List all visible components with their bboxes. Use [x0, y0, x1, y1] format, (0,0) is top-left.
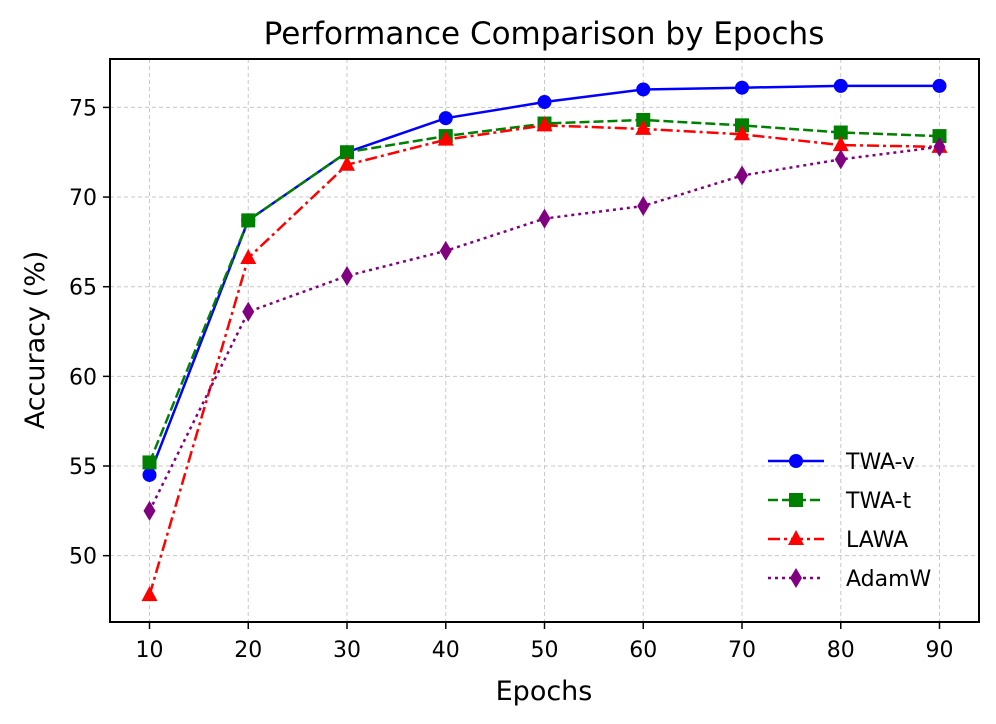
x-tick-label: 50	[531, 638, 559, 663]
ticks: 10 20 30 40 50 60 70 80 90 50 55 60 65 70 75	[69, 96, 954, 663]
x-tick-label: 30	[333, 638, 361, 663]
data-point-twa-t	[932, 129, 947, 144]
series-line-lawa	[148, 124, 940, 596]
x-tick-label: 60	[629, 638, 657, 663]
legend-label-twa-v: TWA-v	[845, 450, 915, 475]
data-point-adamw	[143, 500, 156, 521]
legend-item-lawa: LAWA	[768, 528, 908, 553]
data-point-adamw	[736, 165, 748, 186]
legend-marker-lawa	[788, 530, 804, 545]
legend-marker-twa-t	[789, 493, 803, 507]
data-point-twa-v	[438, 111, 453, 126]
legend: TWA-v TWA-t LAWA AdamW	[768, 450, 932, 592]
legend-label-lawa: LAWA	[846, 528, 908, 553]
data-point-twa-v	[636, 82, 651, 97]
data-point-adamw	[341, 265, 353, 286]
data-point-twa-v	[932, 78, 947, 93]
data-point-twa-t	[340, 145, 354, 160]
data-point-lawa	[240, 249, 257, 265]
series-adamw	[143, 136, 946, 521]
data-point-adamw	[834, 149, 847, 170]
y-tick-label: 60	[69, 365, 97, 390]
data-point-twa-t	[833, 125, 848, 140]
y-tick-label: 75	[69, 96, 97, 121]
data-point-twa-v	[833, 78, 848, 93]
data-point-lawa	[832, 136, 849, 152]
x-tick-label: 10	[136, 638, 164, 663]
data-point-adamw	[242, 301, 255, 322]
legend-label-twa-t: TWA-t	[845, 489, 911, 514]
series-layer	[141, 78, 948, 602]
x-tick-label: 70	[728, 638, 756, 663]
data-point-lawa	[734, 125, 750, 141]
data-point-twa-t	[142, 455, 157, 470]
data-point-adamw	[439, 240, 452, 261]
legend-item-twa-t: TWA-t	[768, 489, 911, 514]
y-tick-label: 70	[69, 186, 97, 211]
legend-marker-adamw	[790, 568, 802, 588]
data-point-lawa	[141, 586, 158, 602]
data-point-twa-v	[537, 95, 552, 110]
data-point-lawa	[339, 155, 355, 171]
legend-item-adamw: AdamW	[768, 567, 932, 592]
y-axis-label: Accuracy (%)	[20, 251, 51, 430]
data-point-adamw	[933, 136, 946, 157]
data-point-lawa	[635, 119, 652, 135]
data-point-adamw	[538, 208, 551, 229]
data-point-lawa	[536, 116, 553, 132]
data-point-lawa	[437, 130, 454, 146]
x-tick-label: 40	[432, 638, 460, 663]
x-tick-label: 80	[827, 638, 855, 663]
data-point-adamw	[637, 196, 650, 217]
x-axis-label: Epochs	[496, 676, 593, 707]
y-tick-label: 65	[69, 276, 97, 301]
legend-label-adamw: AdamW	[846, 567, 932, 592]
legend-item-twa-v: TWA-v	[768, 450, 915, 475]
legend-marker-twa-v	[789, 454, 803, 468]
x-tick-label: 20	[234, 638, 262, 663]
y-tick-label: 55	[69, 455, 97, 480]
chart-title: Performance Comparison by Epochs	[264, 16, 825, 52]
data-point-twa-v	[142, 467, 157, 482]
data-point-twa-v	[735, 80, 749, 95]
y-tick-label: 50	[69, 545, 97, 570]
x-tick-label: 90	[926, 638, 954, 663]
data-point-twa-t	[241, 213, 256, 228]
